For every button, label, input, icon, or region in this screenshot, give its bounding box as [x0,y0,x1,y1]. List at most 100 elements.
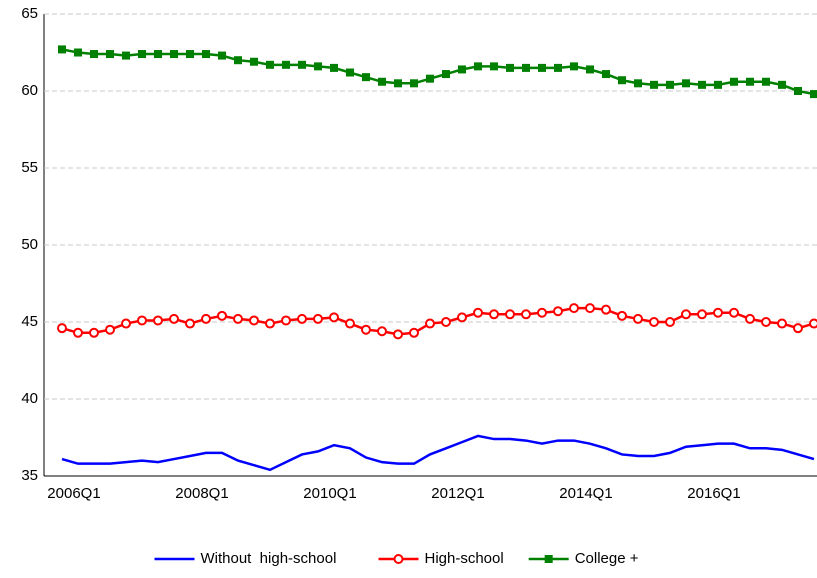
data-point [154,50,162,59]
data-point [650,80,658,89]
data-point [682,79,690,88]
data-point [346,68,354,77]
data-point [313,313,323,324]
data-point [201,313,211,324]
y-tick-label: 35 [21,467,38,484]
legend-label: High-school [425,550,504,567]
data-point [138,50,146,59]
data-point [473,307,483,318]
data-point [649,317,659,327]
data-point [297,313,307,324]
data-point [137,315,147,326]
data-point [569,303,579,314]
data-point [698,80,706,89]
data-point [746,77,754,86]
data-point [778,80,786,89]
x-tick-label: 2006Q1 [47,485,100,502]
y-tick-label: 40 [21,390,38,407]
data-point [554,63,562,72]
data-point [218,51,226,60]
data-point [170,50,178,59]
data-point [602,70,610,79]
x-tick-label: 2012Q1 [431,485,484,502]
data-point [762,77,770,86]
data-point [618,76,626,85]
data-point [793,323,803,334]
data-point [521,309,531,320]
data-point [73,327,83,338]
series-line [61,434,815,472]
data-point [697,309,707,320]
y-tick-label: 65 [21,5,38,22]
data-point [345,318,355,329]
data-point [617,310,627,321]
data-point [121,318,131,329]
legend-marker [393,554,404,564]
data-point [538,63,546,72]
data-point [586,65,594,74]
data-point [105,324,115,335]
data-point [730,77,738,86]
data-point [457,312,467,323]
data-point [233,313,243,324]
data-point [185,318,195,329]
data-point [522,63,530,72]
legend-label: Without high-school [201,550,337,567]
data-point [298,60,306,69]
data-point [217,310,227,321]
data-point [810,90,817,99]
x-tick-label: 2016Q1 [687,485,740,502]
data-point [202,50,210,59]
data-point [106,50,114,59]
data-point [89,327,99,338]
data-point [794,87,802,95]
data-point [458,65,466,74]
data-point [153,315,163,326]
data-point [426,74,434,83]
data-point [714,80,722,89]
data-point [729,307,739,318]
y-tick-label: 50 [21,236,38,253]
x-tick-label: 2008Q1 [175,485,228,502]
data-point [394,79,402,88]
data-point [666,80,674,89]
data-point [777,318,787,329]
data-point [441,317,451,327]
data-point [281,315,291,326]
data-point [250,57,258,66]
data-point [329,312,339,323]
data-point [377,326,387,337]
data-point [506,63,514,72]
x-tick-label: 2014Q1 [559,485,612,502]
data-point [809,318,817,329]
data-point [378,77,386,86]
data-point [58,45,66,54]
data-point [761,317,771,327]
data-point [442,70,450,79]
y-tick-label: 60 [21,82,38,99]
data-point [570,62,578,71]
data-point [330,63,338,72]
y-tick-label: 45 [21,313,38,330]
data-point [585,303,595,314]
data-point [505,309,515,320]
data-point [601,304,611,315]
data-point [57,323,67,334]
data-point [393,329,403,340]
data-point [409,327,419,338]
data-point [234,56,242,65]
data-point [489,309,499,320]
data-point [169,313,179,324]
data-point [634,79,642,88]
data-point [90,50,98,59]
legend-label: College + [575,550,639,567]
data-point [474,62,482,71]
data-point [553,306,563,317]
data-point [362,73,370,82]
data-point [713,307,723,318]
data-point [490,62,498,71]
data-point [361,324,371,335]
data-point [314,62,322,71]
data-point [186,50,194,59]
